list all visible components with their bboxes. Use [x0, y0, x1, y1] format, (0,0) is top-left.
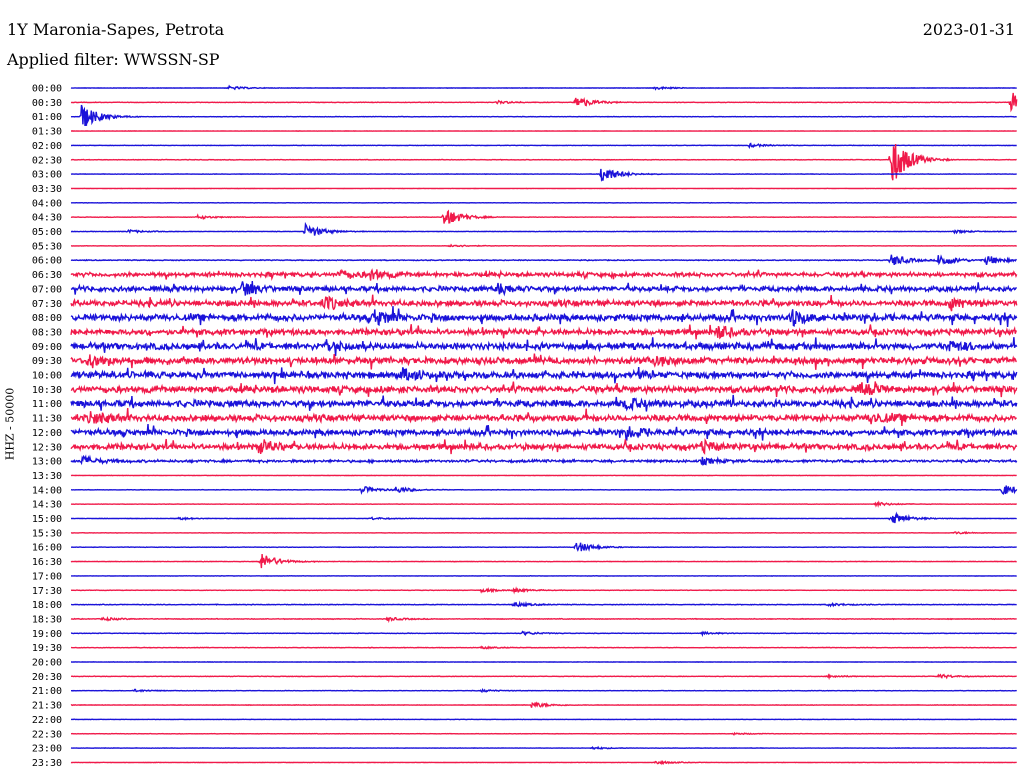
trace-2030	[70, 673, 1017, 681]
trace-1900	[70, 630, 1017, 638]
time-tick-label: 14:30	[32, 500, 62, 511]
time-tick-label: 09:30	[32, 356, 62, 367]
trace-1300	[70, 454, 1018, 466]
trace-0530	[70, 243, 1017, 248]
trace-0100	[70, 104, 1017, 127]
time-tick-label: 13:00	[32, 457, 62, 468]
trace-0830	[70, 324, 1018, 340]
time-tick-label: 10:00	[32, 371, 62, 382]
time-tick-label: 18:00	[32, 600, 62, 611]
time-tick-label: 20:00	[32, 658, 62, 669]
time-tick-label: 01:00	[32, 112, 62, 123]
trace-0230	[70, 143, 1017, 181]
station-title: 1Y Maronia-Sapes, Petrota	[7, 20, 225, 39]
time-tick-label: 07:00	[32, 284, 62, 295]
trace-1930	[71, 645, 1017, 650]
time-tick-label: 17:30	[32, 586, 62, 597]
time-tick-label: 22:00	[32, 715, 62, 726]
time-tick-label: 10:30	[32, 385, 62, 396]
time-tick-label: 04:30	[32, 213, 62, 224]
trace-0600	[70, 254, 1017, 266]
trace-2130	[70, 701, 1017, 709]
trace-1130	[70, 408, 1017, 427]
trace-1100	[70, 394, 1018, 412]
time-tick-label: 03:30	[32, 184, 62, 195]
trace-1830	[70, 615, 1017, 624]
time-tick-label: 04:00	[32, 198, 62, 209]
record-date: 2023-01-31	[922, 20, 1015, 39]
time-tick-label: 03:00	[32, 170, 62, 181]
time-tick-label: 14:00	[32, 485, 62, 496]
time-tick-label: 16:00	[32, 543, 62, 554]
trace-1530	[70, 531, 1017, 535]
trace-0700	[70, 280, 1017, 297]
trace-1430	[70, 500, 1017, 508]
trace-0900	[70, 337, 1018, 356]
time-tick-label: 02:30	[32, 155, 62, 166]
trace-0300	[70, 168, 1017, 182]
time-tick-label: 08:30	[32, 327, 62, 338]
time-tick-label: 00:30	[32, 98, 62, 109]
time-tick-label: 12:30	[32, 442, 62, 453]
trace-1500	[71, 511, 1017, 524]
time-tick-label: 11:30	[32, 414, 62, 425]
trace-0930	[70, 353, 1017, 370]
trace-0000	[70, 84, 1017, 91]
trace-1630	[70, 553, 1017, 569]
time-tick-label: 00:00	[32, 84, 62, 95]
time-tick-label: 15:30	[32, 528, 62, 539]
trace-1600	[71, 542, 1017, 552]
trace-1800	[71, 600, 1017, 608]
time-tick-label: 07:30	[32, 299, 62, 310]
time-tick-label: 11:00	[32, 399, 62, 410]
time-tick-label: 23:00	[32, 744, 62, 755]
trace-2100	[71, 687, 1017, 694]
time-tick-label: 13:30	[32, 471, 62, 482]
time-tick-label: 06:30	[32, 270, 62, 281]
trace-2300	[70, 745, 1017, 750]
time-tick-label: 15:00	[32, 514, 62, 525]
time-tick-label: 08:00	[32, 313, 62, 324]
trace-1730	[70, 586, 1017, 595]
trace-0800	[70, 306, 1018, 328]
time-tick-label: 23:30	[32, 758, 62, 769]
time-tick-label: 16:30	[32, 557, 62, 568]
trace-2330	[70, 759, 1017, 766]
trace-1230	[70, 437, 1018, 455]
time-tick-label: 19:30	[32, 643, 62, 654]
trace-0630	[70, 268, 1018, 281]
trace-2230	[71, 731, 1017, 736]
time-tick-label: 18:30	[32, 614, 62, 625]
time-tick-label: 06:00	[32, 256, 62, 267]
time-tick-label: 17:00	[32, 571, 62, 582]
time-tick-label: 19:00	[32, 629, 62, 640]
time-tick-label: 05:00	[32, 227, 62, 238]
trace-0430	[70, 209, 1017, 224]
trace-1200	[70, 424, 1018, 441]
time-tick-label: 05:30	[32, 241, 62, 252]
time-tick-label: 21:00	[32, 686, 62, 697]
trace-0730	[70, 294, 1018, 312]
trace-1000	[70, 367, 1018, 385]
time-tick-label: 20:30	[32, 672, 62, 683]
time-tick-label: 21:30	[32, 701, 62, 712]
trace-0030	[70, 92, 1018, 113]
time-tick-label: 09:00	[32, 342, 62, 353]
time-tick-label: 12:00	[32, 428, 62, 439]
trace-1030	[70, 381, 1018, 398]
trace-0500	[70, 221, 1017, 236]
time-tick-label: 22:30	[32, 729, 62, 740]
trace-1400	[70, 485, 1018, 495]
trace-0200	[71, 142, 1017, 150]
filter-label: Applied filter: WWSSN-SP	[7, 50, 220, 69]
time-tick-label: 02:00	[32, 141, 62, 152]
time-tick-label: 01:30	[32, 127, 62, 138]
